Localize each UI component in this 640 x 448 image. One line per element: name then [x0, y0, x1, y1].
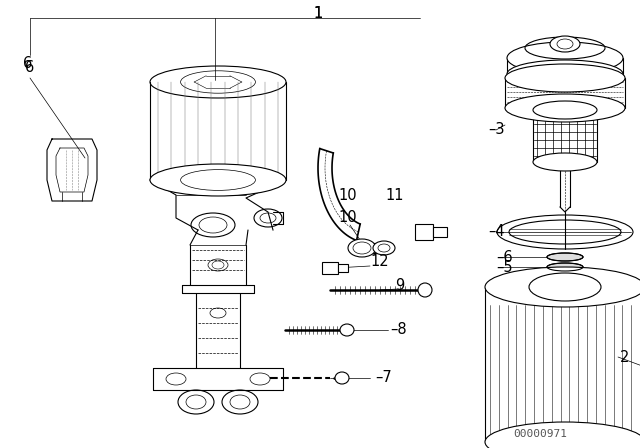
Ellipse shape — [533, 153, 597, 171]
Ellipse shape — [507, 42, 623, 74]
Ellipse shape — [505, 94, 625, 122]
Bar — [433, 227, 447, 237]
Text: –4: –4 — [488, 224, 504, 240]
Ellipse shape — [335, 372, 349, 384]
Bar — [338, 264, 348, 272]
Text: 12: 12 — [370, 254, 388, 270]
Text: 1: 1 — [314, 7, 323, 22]
Ellipse shape — [348, 239, 376, 257]
Text: 1: 1 — [314, 7, 323, 22]
Text: 10: 10 — [339, 188, 357, 202]
Text: 6: 6 — [26, 60, 35, 76]
Ellipse shape — [533, 101, 597, 119]
Text: 00000971: 00000971 — [513, 429, 567, 439]
Text: 10: 10 — [339, 211, 357, 225]
Text: –5: –5 — [496, 259, 513, 275]
Text: –8: –8 — [390, 323, 406, 337]
Ellipse shape — [150, 164, 286, 196]
Bar — [322, 262, 338, 274]
Bar — [415, 224, 433, 240]
Ellipse shape — [485, 422, 640, 448]
Ellipse shape — [505, 64, 625, 92]
Ellipse shape — [340, 324, 354, 336]
Ellipse shape — [507, 60, 623, 88]
Text: 2: 2 — [620, 349, 629, 365]
Text: –7: –7 — [375, 370, 392, 385]
Ellipse shape — [373, 241, 395, 255]
Text: 6: 6 — [24, 56, 33, 72]
Ellipse shape — [550, 36, 580, 52]
Ellipse shape — [547, 253, 583, 261]
Text: –6: –6 — [496, 250, 513, 264]
Ellipse shape — [547, 263, 583, 271]
Text: 9: 9 — [395, 277, 404, 293]
Ellipse shape — [418, 283, 432, 297]
Text: –3: –3 — [488, 122, 504, 138]
Ellipse shape — [485, 267, 640, 307]
Text: 11: 11 — [386, 188, 404, 202]
